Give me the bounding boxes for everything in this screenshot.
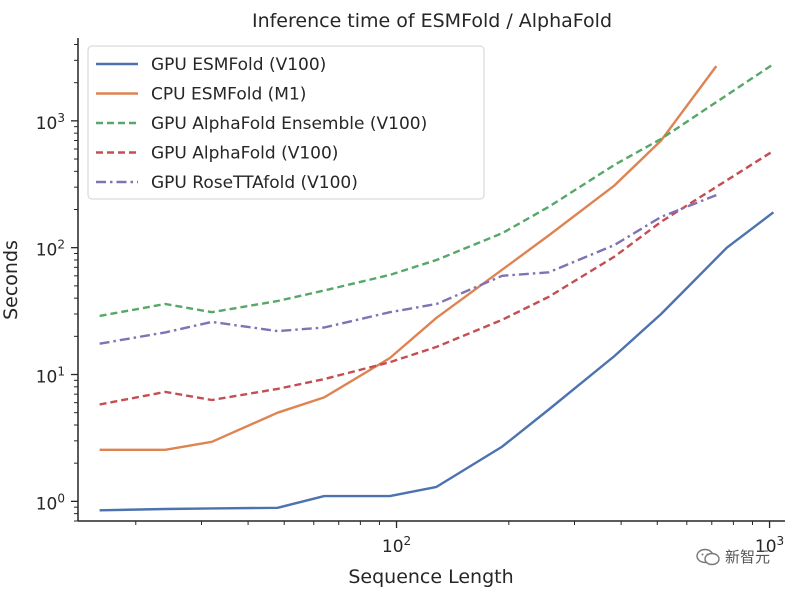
x-axis-label: Sequence Length <box>348 566 513 588</box>
legend-label-3: GPU AlphaFold Ensemble (V100) <box>151 114 427 134</box>
watermark: 新智元 <box>695 546 770 567</box>
y-tick-label: 102 <box>36 238 65 261</box>
y-tick-label: 103 <box>36 111 65 134</box>
wechat-icon <box>696 548 720 565</box>
series-line-1 <box>99 211 775 512</box>
chart-title: Inference time of ESMFold / AlphaFold <box>252 10 612 32</box>
x-tick-label: 102 <box>382 534 411 557</box>
series-lines <box>99 63 775 512</box>
y-axis-label: Seconds <box>0 240 22 320</box>
legend-frame <box>87 45 485 200</box>
x-ticks: 102 103 <box>135 521 784 557</box>
legend-label-2: CPU ESMFold (M1) <box>151 85 306 105</box>
series-line-2 <box>99 65 718 451</box>
watermark-text: 新智元 <box>724 548 770 566</box>
series-line-3 <box>99 63 775 318</box>
legend-label-1: GPU ESMFold (V100) <box>151 55 326 75</box>
y-tick-label: 101 <box>36 365 65 388</box>
x-tick-label: 103 <box>755 534 784 557</box>
y-ticks: 100 101 102 103 <box>36 43 78 522</box>
series-line-4 <box>99 149 775 406</box>
legend-label-5: GPU RoseTTAfold (V100) <box>151 173 358 193</box>
legend: GPU ESMFold (V100) CPU ESMFold (M1) GPU Al… <box>87 45 485 200</box>
y-tick-label: 100 <box>36 491 65 514</box>
legend-label-4: GPU AlphaFold (V100) <box>151 144 338 164</box>
series-line-5 <box>99 193 717 345</box>
